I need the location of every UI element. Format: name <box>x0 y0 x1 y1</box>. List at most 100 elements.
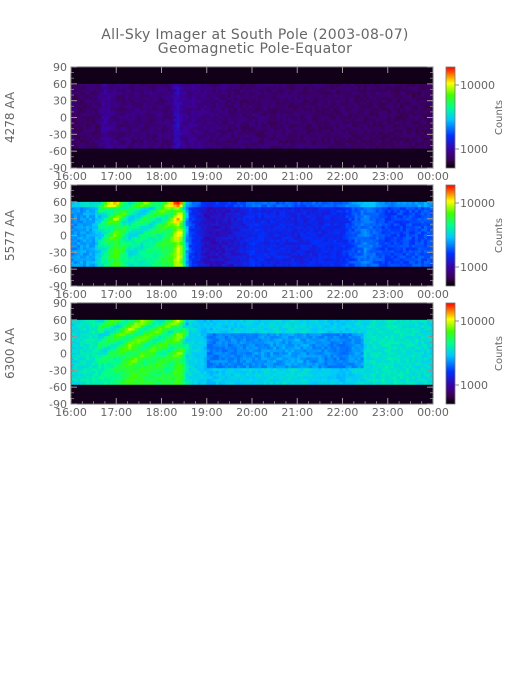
heatmap-cell <box>131 244 135 248</box>
heatmap-cell <box>245 231 250 235</box>
heatmap-cell <box>164 228 168 232</box>
heatmap-cell <box>233 108 238 112</box>
heatmap-cell <box>252 110 256 114</box>
heatmap-cell <box>71 83 75 87</box>
heatmap-cell <box>288 102 292 106</box>
heatmap-cell <box>342 116 346 120</box>
heatmap-cell <box>143 255 147 259</box>
heatmap-cell <box>200 116 205 120</box>
heatmap-cell <box>170 94 174 98</box>
heatmap-cell <box>420 83 425 87</box>
heatmap-cell <box>258 228 262 232</box>
heatmap-cell <box>161 129 165 133</box>
heatmap-cell <box>321 116 325 120</box>
heatmap-cell <box>242 118 247 122</box>
heatmap-cell <box>248 255 253 259</box>
heatmap-cell <box>200 209 205 213</box>
heatmap-cell <box>402 99 407 104</box>
heatmap-cell <box>312 220 316 224</box>
heatmap-cell <box>285 116 289 120</box>
heatmap-cell <box>167 204 171 208</box>
heatmap-cell <box>402 137 407 141</box>
heatmap-cell <box>270 223 274 227</box>
heatmap-cell <box>182 263 187 267</box>
heatmap-cell <box>161 105 165 109</box>
heatmap-cell <box>92 89 96 93</box>
heatmap-cell <box>312 110 316 114</box>
heatmap-cell <box>318 223 322 227</box>
heatmap-cell <box>248 242 253 246</box>
heatmap-cell <box>267 207 271 211</box>
heatmap-cell <box>366 137 371 141</box>
heatmap-cell <box>167 105 171 109</box>
heatmap-cell <box>143 91 147 95</box>
heatmap-cell <box>218 207 223 211</box>
heatmap-cell <box>179 212 184 216</box>
heatmap-cell <box>218 142 223 147</box>
heatmap-cell <box>200 94 205 98</box>
heatmap-cell <box>218 242 223 246</box>
heatmap-cell <box>273 217 277 222</box>
heatmap-cell <box>300 118 304 122</box>
heatmap-cell <box>279 201 283 205</box>
heatmap-cell <box>113 242 117 246</box>
heatmap-cell <box>321 134 325 139</box>
heatmap-cell <box>297 209 301 213</box>
heatmap-cell <box>182 207 187 211</box>
heatmap-cell <box>167 215 171 219</box>
heatmap-cell <box>134 126 138 130</box>
heatmap-cell <box>402 145 407 149</box>
heatmap-cell <box>402 118 407 122</box>
heatmap-cell <box>191 231 196 235</box>
heatmap-cell <box>113 258 117 262</box>
heatmap-cell <box>390 124 395 128</box>
heatmap-cell <box>294 116 298 120</box>
heatmap-cell <box>128 132 132 136</box>
heatmap-cell <box>393 126 398 130</box>
heatmap-cell <box>270 239 274 243</box>
heatmap-cell <box>167 263 171 267</box>
heatmap-cell <box>92 255 96 259</box>
heatmap-cell <box>291 247 295 251</box>
heatmap-cell <box>137 91 141 95</box>
heatmap-cell <box>134 209 138 213</box>
heatmap-cell <box>248 244 253 248</box>
heatmap-cell <box>378 99 383 104</box>
heatmap-cell <box>170 97 174 101</box>
heatmap-cell <box>276 215 280 219</box>
heatmap-cell <box>137 116 141 120</box>
heatmap-cell <box>200 220 205 224</box>
heatmap-cell <box>245 83 250 87</box>
heatmap-cell <box>239 250 244 254</box>
heatmap-cell <box>294 252 298 257</box>
heatmap-cell <box>267 223 271 227</box>
heatmap-cell <box>405 132 410 136</box>
heatmap-cell <box>122 201 126 205</box>
heatmap-cell <box>128 137 132 141</box>
heatmap-cell <box>80 204 84 208</box>
heatmap-cell <box>77 121 81 125</box>
heatmap-cell <box>252 217 256 222</box>
heatmap-cell <box>282 91 286 95</box>
heatmap-cell <box>173 239 177 243</box>
heatmap-cell <box>261 258 265 262</box>
heatmap-cell <box>191 263 196 267</box>
heatmap-cell <box>233 134 238 139</box>
heatmap-cell <box>279 142 283 147</box>
heatmap-cell <box>167 83 171 87</box>
heatmap-cell <box>224 263 229 267</box>
heatmap-cell <box>248 99 253 104</box>
heatmap-cell <box>288 215 292 219</box>
heatmap-cell <box>369 132 374 136</box>
heatmap-cell <box>288 94 292 98</box>
heatmap-cell <box>212 121 217 125</box>
heatmap-cell <box>74 121 78 125</box>
heatmap-cell <box>288 118 292 122</box>
heatmap-cell <box>191 201 196 205</box>
heatmap-cell <box>267 118 271 122</box>
heatmap-cell <box>116 118 120 122</box>
heatmap-cell <box>255 247 259 251</box>
heatmap-cell <box>194 207 199 211</box>
heatmap-cell <box>161 201 165 205</box>
heatmap-cell <box>134 86 138 90</box>
